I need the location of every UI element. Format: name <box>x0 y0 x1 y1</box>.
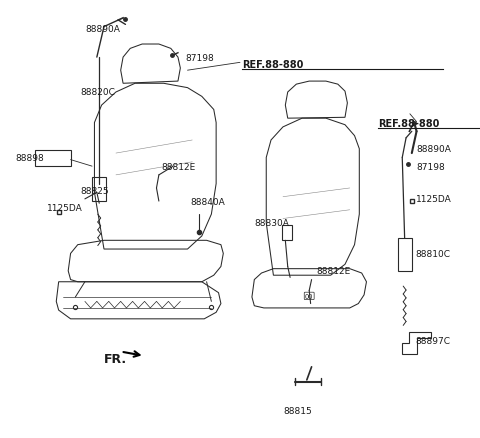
Text: 1125DA: 1125DA <box>47 204 83 212</box>
Text: 88897C: 88897C <box>416 336 451 345</box>
Text: 88820C: 88820C <box>80 88 115 97</box>
Text: 87198: 87198 <box>185 54 214 64</box>
Text: 88830A: 88830A <box>254 219 289 228</box>
Text: 88825: 88825 <box>80 186 109 195</box>
Text: 88890A: 88890A <box>85 25 120 34</box>
Bar <box>92 178 107 201</box>
Text: FR.: FR. <box>104 353 127 366</box>
Text: 88815: 88815 <box>283 406 312 415</box>
Text: 88812E: 88812E <box>316 267 350 276</box>
Text: 1125DA: 1125DA <box>416 195 451 204</box>
Text: REF.88-880: REF.88-880 <box>242 60 304 70</box>
Text: 88898: 88898 <box>16 154 45 162</box>
Text: 88810C: 88810C <box>416 249 451 258</box>
Text: 87198: 87198 <box>417 162 445 171</box>
Text: OO: OO <box>305 293 313 299</box>
Bar <box>398 239 412 271</box>
Text: 88812E: 88812E <box>161 162 195 171</box>
Bar <box>35 150 71 167</box>
Text: 88890A: 88890A <box>417 145 452 154</box>
Bar <box>282 226 292 241</box>
Text: REF.88-880: REF.88-880 <box>378 118 440 128</box>
Text: 88840A: 88840A <box>190 197 225 206</box>
